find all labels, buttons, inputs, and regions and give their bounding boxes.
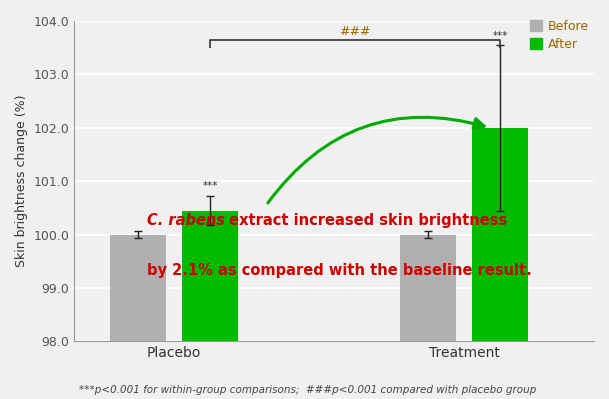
Bar [110,235,166,341]
Text: extract increased skin brightness: extract increased skin brightness [224,213,507,228]
Bar [182,211,238,341]
Legend: Before, After: Before, After [526,15,594,56]
Text: C. rabens: C. rabens [147,213,225,228]
Text: ***p<0.001 for within-group comparisons;  ###p<0.001 compared with placebo group: ***p<0.001 for within-group comparisons;… [79,385,537,395]
Text: by 2.1% as compared with the baseline result.: by 2.1% as compared with the baseline re… [147,263,532,278]
Text: ***: *** [492,31,508,41]
Bar [400,235,456,341]
Bar [472,128,528,341]
Y-axis label: Skin brightness change (%): Skin brightness change (%) [15,95,28,267]
Text: ***: *** [203,181,218,191]
Text: ###: ### [339,25,371,38]
